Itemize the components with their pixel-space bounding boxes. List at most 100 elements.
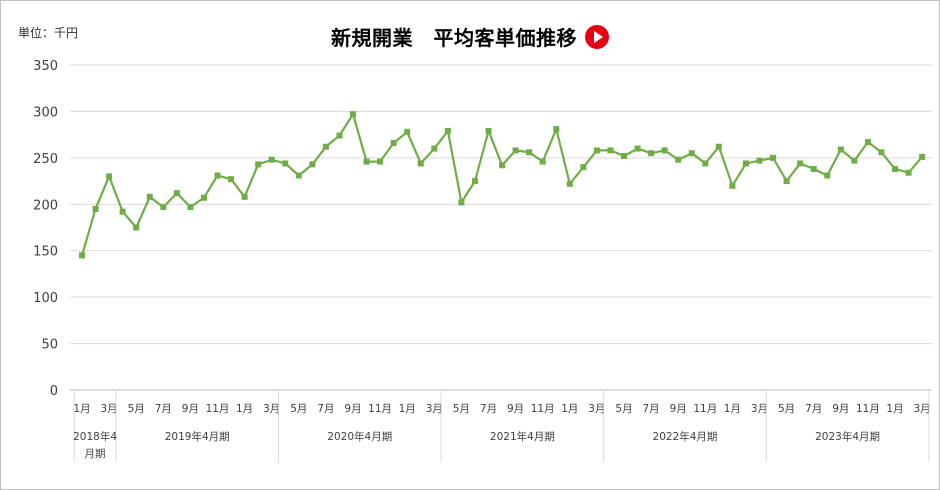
x-tick-label: 9月 bbox=[507, 403, 524, 415]
x-tick-label: 3月 bbox=[263, 403, 280, 415]
data-point bbox=[539, 158, 546, 165]
data-point bbox=[634, 145, 641, 152]
data-point bbox=[715, 143, 722, 150]
x-tick-label: 3月 bbox=[588, 403, 605, 415]
data-point bbox=[593, 147, 600, 154]
data-point bbox=[173, 190, 180, 197]
x-tick-label: 1月 bbox=[236, 403, 253, 415]
y-tick-label: 250 bbox=[33, 152, 58, 167]
data-point bbox=[79, 252, 85, 259]
x-tick-label: 7月 bbox=[805, 403, 822, 415]
data-point bbox=[756, 157, 763, 164]
x-tick-label: 7月 bbox=[480, 403, 497, 415]
x-tick-label: 1月 bbox=[561, 403, 578, 415]
data-point bbox=[702, 160, 709, 167]
y-tick-label: 50 bbox=[41, 338, 58, 353]
x-tick-label: 3月 bbox=[751, 403, 768, 415]
data-point bbox=[133, 224, 140, 231]
x-tick-label: 11月 bbox=[693, 403, 717, 415]
data-point bbox=[187, 204, 194, 211]
x-tick-label: 1月 bbox=[73, 403, 90, 415]
data-point bbox=[837, 146, 844, 153]
x-tick-label: 5月 bbox=[453, 403, 470, 415]
data-point bbox=[390, 140, 397, 146]
data-point bbox=[363, 158, 370, 165]
data-point bbox=[119, 208, 126, 215]
chart-title-row: 新規開業 平均客単価推移 bbox=[0, 22, 940, 51]
data-point bbox=[648, 150, 655, 157]
x-tick-label: 1月 bbox=[886, 403, 903, 415]
data-point bbox=[200, 194, 207, 201]
data-point bbox=[729, 182, 736, 189]
data-point bbox=[146, 193, 153, 200]
data-point bbox=[322, 143, 329, 150]
x-axis: 1月 3月 5月 7月 9月 11月 1月 3月 5月 7月 9月 11月 1月 3月 5月 7月 9月 11月 1… bbox=[73, 390, 931, 462]
x-tick-label: 9月 bbox=[182, 403, 199, 415]
data-point bbox=[106, 173, 113, 180]
data-point bbox=[417, 160, 424, 167]
data-point bbox=[892, 166, 898, 172]
x-tick-label: 9月 bbox=[670, 403, 687, 415]
data-point bbox=[905, 169, 912, 176]
data-point bbox=[661, 147, 668, 154]
x-tick-label: 5月 bbox=[615, 403, 632, 415]
group-label: 2021年4月期 bbox=[490, 430, 555, 443]
data-point bbox=[526, 149, 533, 156]
y-tick-label: 300 bbox=[33, 105, 58, 120]
x-tick-label: 3月 bbox=[914, 403, 931, 415]
play-icon[interactable] bbox=[585, 24, 609, 49]
x-tick-label: 3月 bbox=[426, 403, 443, 415]
group-label: 2020年4月期 bbox=[327, 430, 392, 443]
data-point bbox=[309, 161, 316, 168]
data-point bbox=[688, 150, 695, 157]
data-point bbox=[810, 166, 817, 172]
group-label: 2019年4月期 bbox=[165, 430, 230, 443]
group-label: 2018年4 月期 bbox=[73, 430, 117, 460]
x-tick-label: 7月 bbox=[317, 403, 334, 415]
data-point bbox=[160, 204, 167, 211]
data-point bbox=[214, 172, 221, 179]
data-point bbox=[295, 172, 302, 179]
data-point bbox=[919, 153, 926, 160]
y-tick-label: 0 bbox=[50, 384, 58, 399]
data-point bbox=[742, 160, 749, 167]
data-point bbox=[566, 180, 573, 187]
x-tick-label: 11月 bbox=[368, 403, 392, 415]
series-line bbox=[80, 113, 923, 256]
x-tick-label: 11月 bbox=[206, 403, 230, 415]
data-point bbox=[241, 193, 248, 200]
data-point bbox=[485, 127, 492, 134]
unit-label: 単位：千円 bbox=[18, 26, 79, 40]
x-tick-label: 11月 bbox=[531, 403, 555, 415]
data-point bbox=[621, 153, 627, 159]
x-tick-label: 11月 bbox=[856, 403, 880, 415]
x-tick-label: 7月 bbox=[643, 403, 660, 415]
group-label: 2022年4月期 bbox=[653, 430, 718, 443]
x-tick-label: 5月 bbox=[778, 403, 795, 415]
data-point bbox=[770, 154, 777, 161]
data-point bbox=[471, 178, 478, 185]
data-point bbox=[377, 158, 384, 165]
group-label: 2023年4月期 bbox=[815, 430, 880, 443]
data-point bbox=[431, 145, 438, 152]
data-point bbox=[797, 160, 804, 167]
x-tick-label: 1月 bbox=[399, 403, 416, 415]
x-tick-label: 5月 bbox=[290, 403, 307, 415]
data-point bbox=[499, 162, 506, 169]
data-point bbox=[783, 178, 790, 185]
data-point bbox=[92, 205, 99, 212]
y-axis: 0 50 100 150 200 250 300 350 bbox=[33, 59, 58, 399]
series-layer bbox=[79, 111, 926, 259]
data-point bbox=[607, 147, 614, 154]
y-tick-label: 150 bbox=[33, 245, 58, 260]
y-tick-label: 200 bbox=[33, 198, 58, 213]
x-tick-label: 5月 bbox=[128, 403, 145, 415]
data-point bbox=[282, 160, 289, 167]
data-point bbox=[851, 157, 858, 164]
data-point bbox=[675, 156, 682, 163]
data-point bbox=[350, 111, 356, 118]
data-point bbox=[255, 161, 262, 168]
data-point bbox=[878, 149, 885, 156]
